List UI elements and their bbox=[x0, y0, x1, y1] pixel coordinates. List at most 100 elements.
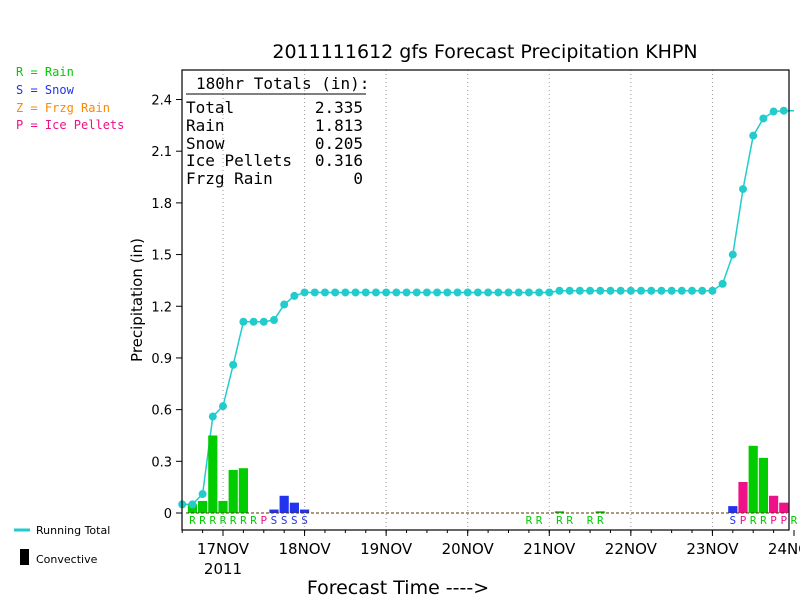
running-total-legend-label: Running Total bbox=[36, 524, 110, 537]
grid-lines bbox=[222, 70, 713, 530]
x-tick-label: 21NOV bbox=[523, 540, 576, 558]
running-total-point bbox=[504, 288, 513, 297]
precip-bar bbox=[187, 504, 198, 513]
running-total-point bbox=[473, 288, 482, 297]
running-total-point bbox=[300, 288, 309, 297]
bottom-legend: Running Total Convective bbox=[14, 524, 110, 566]
running-total-point bbox=[229, 360, 238, 369]
running-total-point bbox=[382, 288, 391, 297]
ptype-legend: R = Rain S = Snow Z = Frzg Rain P = Ice … bbox=[16, 65, 124, 132]
ptype-label: R bbox=[209, 514, 216, 527]
totals-total-label: Total bbox=[186, 98, 234, 117]
totals-frzg-label: Frzg Rain bbox=[186, 169, 273, 188]
y-tick-label: 2.4 bbox=[151, 94, 172, 109]
precip-bar bbox=[279, 495, 289, 513]
y-tick-label: 0 bbox=[164, 507, 172, 522]
running-total-point bbox=[412, 288, 421, 297]
running-total-point bbox=[188, 500, 197, 509]
ptype-label: R bbox=[526, 514, 533, 527]
ptype-label: R bbox=[791, 514, 798, 527]
running-total-point bbox=[484, 288, 493, 297]
running-total-point bbox=[310, 288, 319, 297]
x-tick-label: 22NOV bbox=[605, 540, 658, 558]
y-tick-label: 1.8 bbox=[151, 197, 172, 212]
ptype-label: R bbox=[536, 514, 543, 527]
precip-bar bbox=[198, 500, 208, 513]
precip-bar bbox=[595, 511, 605, 513]
ptype-label: R bbox=[240, 514, 247, 527]
running-total-point bbox=[208, 412, 217, 421]
ptype-label: R bbox=[597, 514, 604, 527]
running-total-point bbox=[433, 288, 442, 297]
y-tick-label: 2.1 bbox=[151, 145, 172, 160]
precip-bar bbox=[218, 500, 228, 513]
y-tick-label: 1.5 bbox=[151, 249, 172, 264]
precip-bar bbox=[738, 481, 748, 513]
running-total-point bbox=[514, 288, 523, 297]
totals-total-value: 2.335 bbox=[315, 98, 363, 117]
ptype-label: R bbox=[566, 514, 573, 527]
ptype-label: P bbox=[260, 514, 267, 527]
x-tick-sublabel: 2011 bbox=[204, 560, 242, 578]
ptype-label: P bbox=[780, 514, 787, 527]
precip-bar bbox=[228, 469, 238, 513]
y-tick-label: 0.6 bbox=[151, 404, 172, 419]
running-total-point bbox=[331, 288, 340, 297]
running-total-point bbox=[494, 288, 503, 297]
running-total-point bbox=[626, 286, 635, 295]
running-total-point bbox=[443, 288, 452, 297]
totals-rain-value: 1.813 bbox=[315, 116, 363, 135]
x-axis-label: Forecast Time ----> bbox=[307, 577, 489, 599]
totals-ice-value: 0.316 bbox=[315, 151, 363, 170]
convective-legend-label: Convective bbox=[36, 553, 98, 566]
running-total-point bbox=[667, 286, 676, 295]
precip-bar bbox=[748, 445, 758, 513]
ptype-label: R bbox=[250, 514, 257, 527]
ptype-label: S bbox=[281, 514, 288, 527]
running-total-point bbox=[728, 250, 737, 259]
running-total-point bbox=[739, 185, 748, 194]
running-total-point bbox=[351, 288, 360, 297]
running-total-point bbox=[402, 288, 411, 297]
running-total-point bbox=[749, 131, 758, 140]
running-total-point bbox=[677, 286, 686, 295]
running-total-point bbox=[555, 286, 564, 295]
precip-bar bbox=[289, 502, 299, 513]
ptype-label: R bbox=[189, 514, 196, 527]
running-total-point bbox=[392, 288, 401, 297]
running-total-point bbox=[524, 288, 533, 297]
ptype-label: R bbox=[587, 514, 594, 527]
legend-rain: R = Rain bbox=[16, 65, 74, 79]
totals-heading: 180hr Totals (in): bbox=[196, 74, 369, 93]
running-total-point bbox=[708, 286, 717, 295]
running-total-point bbox=[606, 286, 615, 295]
totals-box: 180hr Totals (in): Total 2.335 Rain 1.81… bbox=[186, 74, 369, 188]
totals-frzg-value: 0 bbox=[353, 169, 363, 188]
ptype-label: R bbox=[556, 514, 563, 527]
running-total-point bbox=[586, 286, 595, 295]
running-total-point bbox=[688, 286, 697, 295]
running-total-point bbox=[219, 402, 227, 411]
running-total-point bbox=[616, 286, 625, 295]
running-total-point bbox=[657, 286, 666, 295]
ptype-label: R bbox=[199, 514, 206, 527]
running-total-point bbox=[545, 288, 554, 297]
precip-bar bbox=[299, 509, 310, 513]
running-total-point bbox=[371, 288, 380, 297]
y-tick-label: 1.2 bbox=[151, 300, 172, 315]
ptype-label: P bbox=[770, 514, 777, 527]
y-axis-ticks: 0 0.3 0.6 0.9 1.2 1.5 1.8 2.1 2.4 bbox=[151, 94, 182, 522]
running-total-point bbox=[565, 286, 574, 295]
bar-layer bbox=[187, 435, 789, 513]
legend-frzg-rain: Z = Frzg Rain bbox=[16, 101, 110, 115]
running-total-point bbox=[290, 291, 299, 300]
running-total-point bbox=[647, 286, 656, 295]
running-total-point bbox=[596, 286, 605, 295]
precip-bar bbox=[728, 506, 738, 513]
precip-bar bbox=[238, 468, 248, 513]
totals-rain-label: Rain bbox=[186, 116, 225, 135]
ptype-label: S bbox=[291, 514, 298, 527]
x-tick-label: 17NOV bbox=[197, 540, 250, 558]
